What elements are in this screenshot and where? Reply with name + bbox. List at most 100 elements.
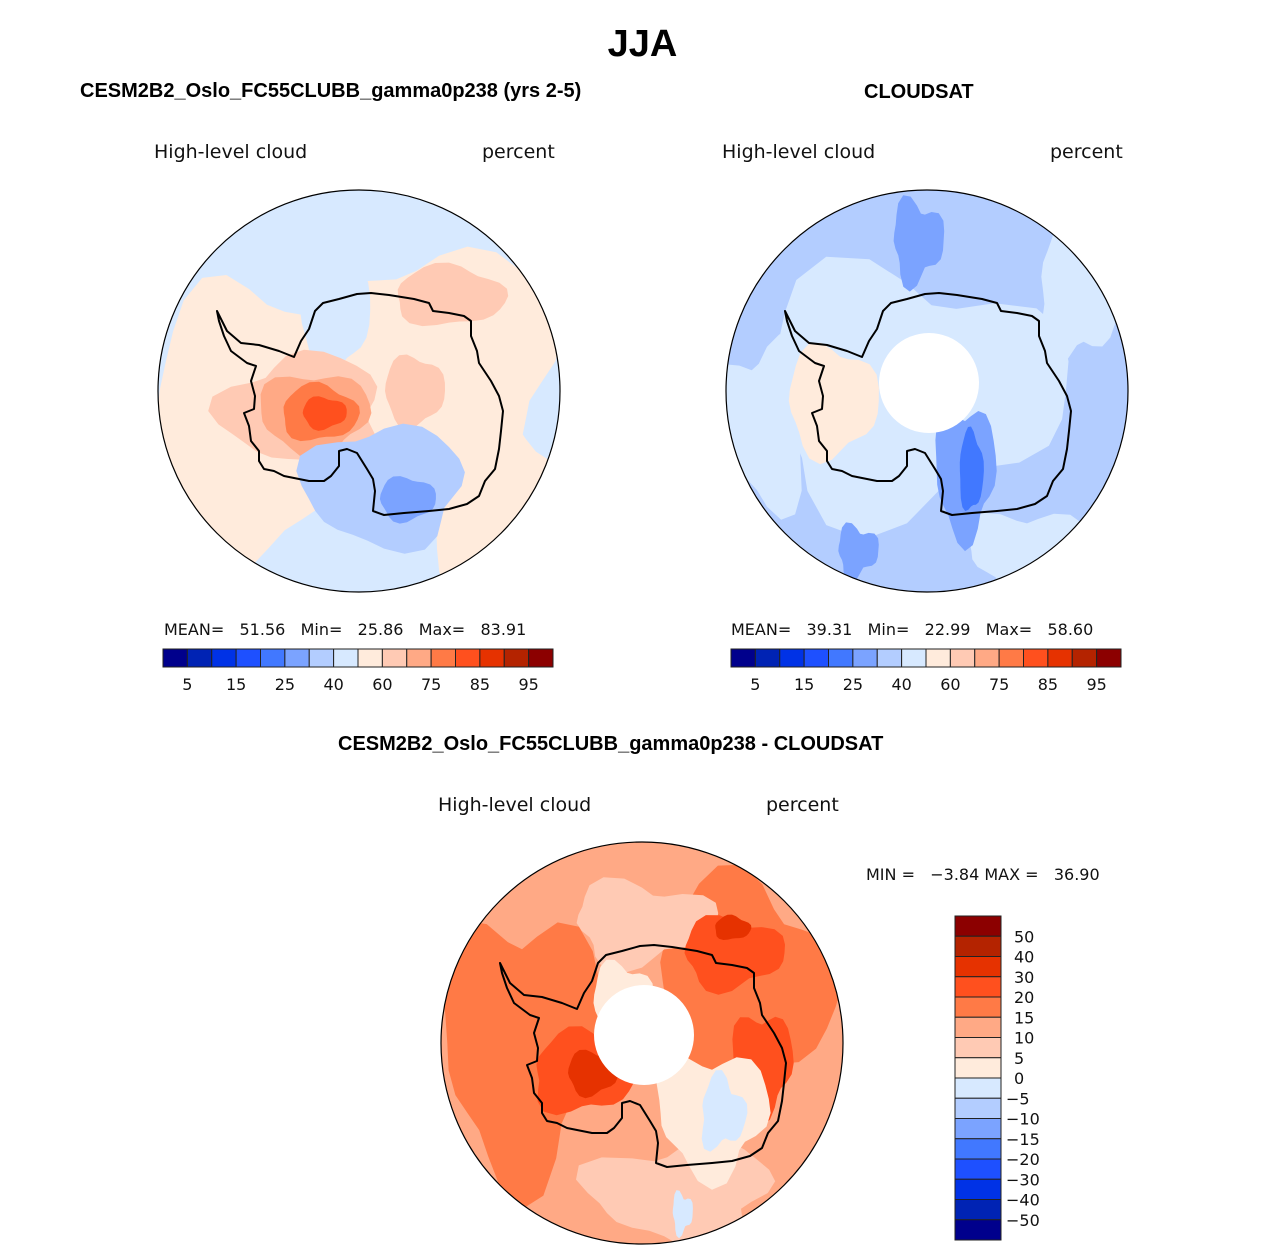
colorbar-tick-label: 15 [226,675,246,694]
panel-diff-variable-label: High-level cloud [438,794,592,816]
colorbar-box [828,648,854,668]
panel-model-colorbar: 5 15 25 40 60 75 85 95 [162,648,554,694]
max-label: Max= [985,620,1033,639]
colorbar-tick-label: 15 [794,675,814,694]
colorbar-box [974,648,1000,668]
colorbar-box [954,996,1002,1018]
antarctica-coastline [784,292,1072,516]
colorbar-box [954,1118,1002,1140]
panel-obs-colorbar: 5 15 25 40 60 75 85 95 [730,648,1122,694]
colorbar-box [1023,648,1049,668]
panel-model-map [157,189,561,593]
min-value: 25.86 [357,620,404,639]
colorbar-tick-label: 20 [1014,988,1034,1007]
max-label: Max= [418,620,466,639]
mean-label: MEAN= [164,620,225,639]
contour-region [302,396,347,431]
colorbar-box [381,648,408,668]
colorbar-tick-label: 95 [518,675,538,694]
ross-ice-shelf-highs [788,342,879,465]
colorbar-box [754,648,781,668]
colorbar-box [1071,648,1098,668]
min-label: MIN = [866,865,915,884]
colorbar-box [779,648,805,668]
panel-obs-units-label: percent [1050,141,1123,163]
polar-data-gap [594,985,694,1085]
colorbar-box [260,648,286,668]
mean-label: MEAN= [731,620,792,639]
colorbar-tick-label: 95 [1086,675,1106,694]
panel-diff-map [440,841,844,1245]
contour-region [385,354,445,431]
colorbar-box [901,648,927,668]
panel-model-units-label: percent [482,141,555,163]
contour-region [959,426,984,512]
colorbar-tick-label: 0 [1014,1069,1024,1088]
antarctica-coastline [499,944,787,1168]
colorbar-box [186,648,213,668]
polar-data-gap [879,333,979,433]
antarctica-coastline [216,292,504,516]
figure-title: JJA [607,23,678,65]
colorbar-box [308,648,335,668]
colorbar-box [954,1057,1002,1079]
colorbar-tick-label: 85 [1038,675,1058,694]
colorbar-box [954,1138,1002,1160]
colorbar-box [954,1199,1002,1221]
colorbar-box [954,935,1002,957]
colorbar-box [803,648,829,668]
colorbar-box [528,648,554,668]
colorbar-tick-label: 85 [470,675,490,694]
colorbar-box [162,648,188,668]
colorbar-tick-label: 60 [372,675,392,694]
colorbar-tick-label: 75 [421,675,441,694]
contour-region [966,512,1092,592]
colorbar-tick-label: −40 [1006,1191,1040,1210]
mean-value: 51.56 [239,620,286,639]
colorbar-box [430,648,456,668]
colorbar-box [954,976,1002,998]
min-label: Min= [867,620,910,639]
colorbar-tick-label: −50 [1006,1211,1040,1230]
min-value: −3.84 [930,865,980,884]
colorbar-box [406,648,432,668]
colorbar-box [284,648,310,668]
colorbar-tick-label: 50 [1014,927,1034,946]
colorbar-tick-label: 15 [1014,1008,1034,1027]
colorbar-box [852,648,878,668]
colorbar-tick-label: 10 [1014,1029,1034,1048]
colorbar-tick-label: 30 [1014,968,1034,987]
contour-region [576,877,719,974]
colorbar-box [333,648,359,668]
map-boundary [440,841,844,1245]
colorbar-tick-label: 40 [891,675,911,694]
colorbar-box [954,1158,1002,1180]
panel-obs-title: CLOUDSAT [864,81,974,103]
colorbar-box [235,648,261,668]
max-value: 58.60 [1047,620,1094,639]
panel-obs-map [725,189,1129,593]
contour-region [1040,205,1124,369]
panel-obs-variable-label: High-level cloud [722,141,876,163]
colorbar-box [954,1097,1002,1119]
colorbar-box [954,1219,1002,1241]
colorbar-tick-label: 25 [275,675,295,694]
colorbar-box [503,648,530,668]
colorbar-box [211,648,237,668]
map-boundary [157,189,561,593]
colorbar-tick-label: 5 [182,675,192,694]
circumpolar-band [441,920,608,1210]
contour-region [300,248,371,379]
weddell-minimum [701,1070,748,1152]
max-label: MAX = [984,865,1039,884]
east-antarctic-maximum [684,915,785,995]
colorbar-tick-label: 25 [843,675,863,694]
min-label: Min= [300,620,343,639]
colorbar-box [876,648,903,668]
colorbar-box [954,1178,1002,1200]
contour-region [726,334,819,520]
panel-diff-stats: MIN = −3.84 MAX = 36.90 [866,865,1100,885]
colorbar-box [998,648,1024,668]
contour-region [893,195,945,292]
